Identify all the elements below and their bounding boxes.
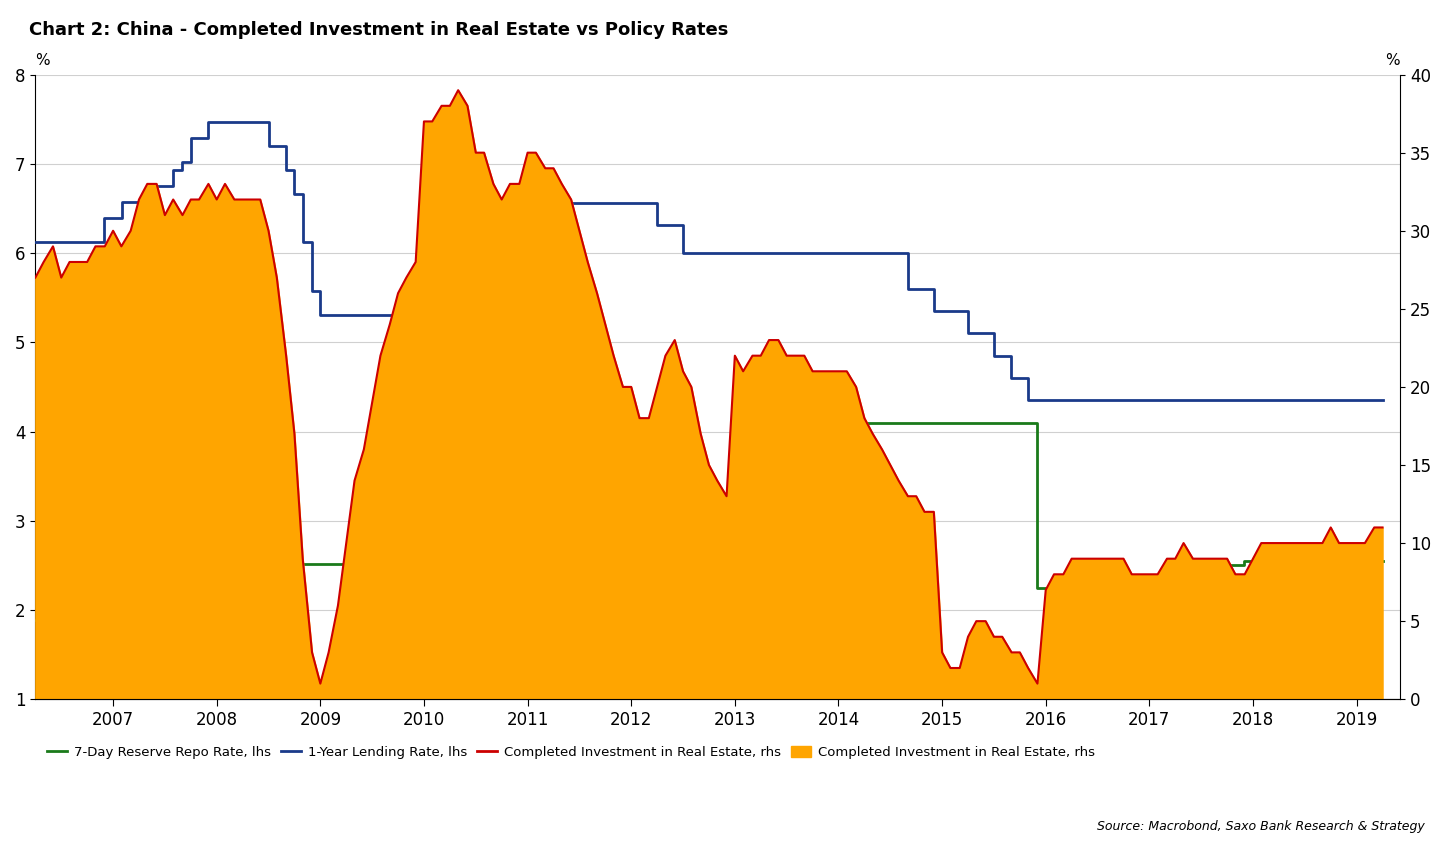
Text: %: % xyxy=(35,53,51,69)
Legend: 7-Day Reserve Repo Rate, lhs, 1-Year Lending Rate, lhs, Completed Investment in : 7-Day Reserve Repo Rate, lhs, 1-Year Len… xyxy=(42,741,1100,765)
Text: %: % xyxy=(1385,53,1400,69)
Text: Source: Macrobond, Saxo Bank Research & Strategy: Source: Macrobond, Saxo Bank Research & … xyxy=(1096,821,1424,833)
Text: Chart 2: China - Completed Investment in Real Estate vs Policy Rates: Chart 2: China - Completed Investment in… xyxy=(29,21,729,39)
